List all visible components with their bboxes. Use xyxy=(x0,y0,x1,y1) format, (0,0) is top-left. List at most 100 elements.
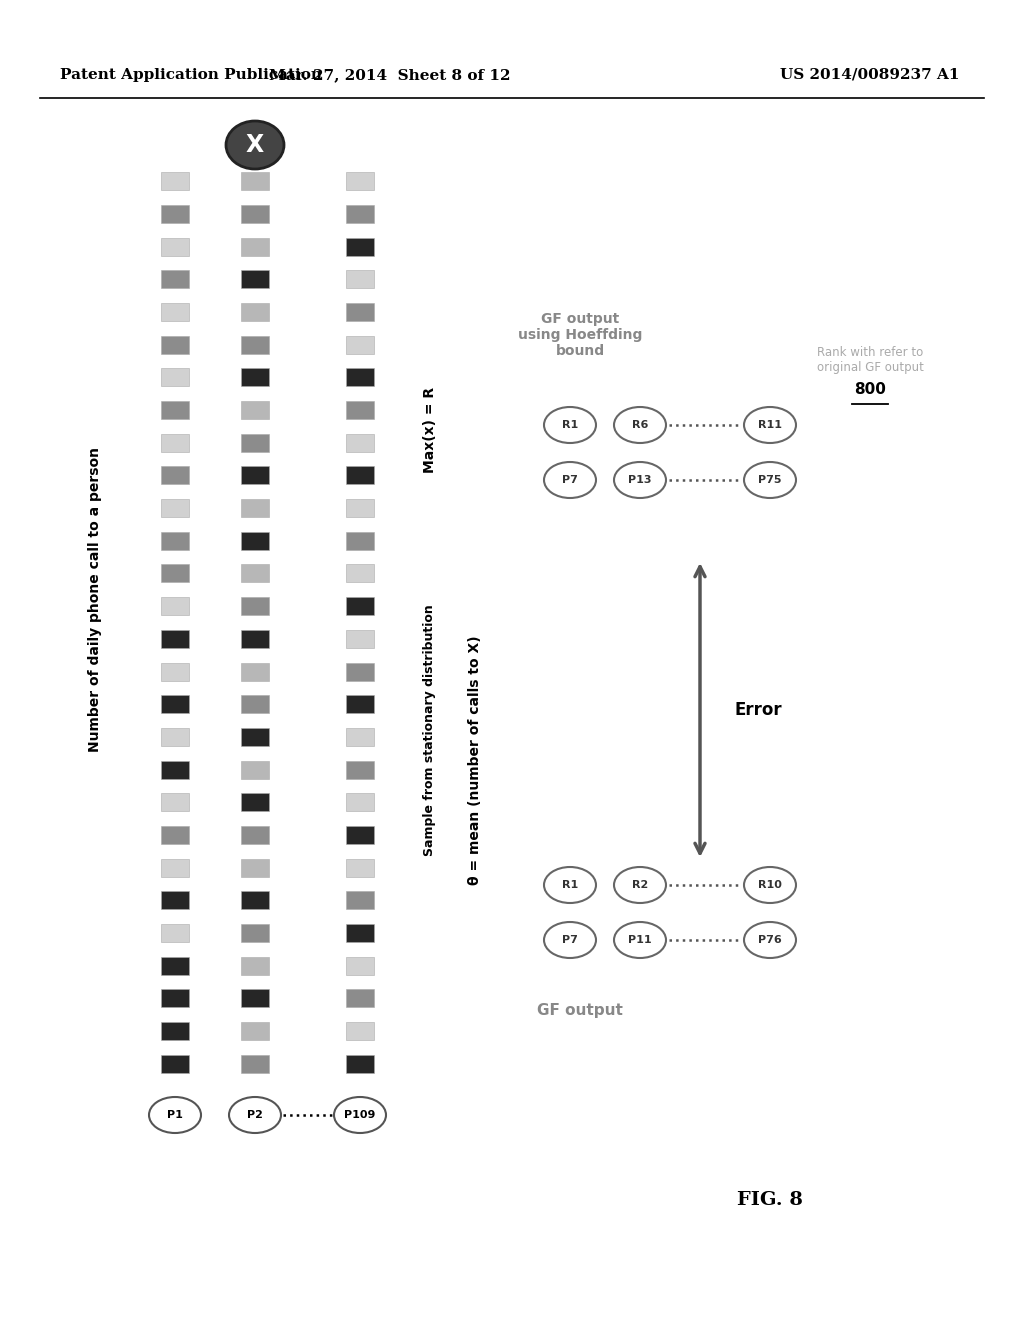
Text: P7: P7 xyxy=(562,475,578,484)
Ellipse shape xyxy=(614,462,666,498)
Bar xyxy=(241,1055,269,1073)
Bar xyxy=(241,957,269,974)
Bar xyxy=(241,499,269,517)
Bar xyxy=(161,466,189,484)
Bar xyxy=(241,401,269,418)
Bar xyxy=(346,597,374,615)
Text: X: X xyxy=(246,133,264,157)
Bar xyxy=(346,957,374,974)
Bar xyxy=(241,793,269,812)
Bar xyxy=(346,1055,374,1073)
Ellipse shape xyxy=(544,407,596,444)
Bar xyxy=(241,760,269,779)
Text: P2: P2 xyxy=(247,1110,263,1119)
Bar xyxy=(161,368,189,387)
Bar xyxy=(346,368,374,387)
Bar xyxy=(161,696,189,713)
Text: P76: P76 xyxy=(758,935,782,945)
Bar xyxy=(346,793,374,812)
Bar xyxy=(241,238,269,256)
Bar xyxy=(161,597,189,615)
Ellipse shape xyxy=(744,867,796,903)
Bar xyxy=(161,826,189,843)
Text: R11: R11 xyxy=(758,420,782,430)
Bar xyxy=(241,173,269,190)
Bar xyxy=(346,205,374,223)
Bar xyxy=(241,891,269,909)
Bar xyxy=(241,1022,269,1040)
Ellipse shape xyxy=(744,462,796,498)
Text: FIG. 8: FIG. 8 xyxy=(737,1191,803,1209)
Bar xyxy=(346,466,374,484)
Ellipse shape xyxy=(334,1097,386,1133)
Bar xyxy=(161,532,189,550)
Ellipse shape xyxy=(229,1097,281,1133)
Bar xyxy=(161,630,189,648)
Bar xyxy=(346,696,374,713)
Bar xyxy=(346,760,374,779)
Bar xyxy=(241,727,269,746)
Bar xyxy=(241,924,269,942)
Bar xyxy=(161,1055,189,1073)
Bar xyxy=(241,565,269,582)
Text: Mar. 27, 2014  Sheet 8 of 12: Mar. 27, 2014 Sheet 8 of 12 xyxy=(269,69,511,82)
Ellipse shape xyxy=(744,407,796,444)
Bar xyxy=(161,727,189,746)
Bar xyxy=(161,238,189,256)
Text: R1: R1 xyxy=(562,880,579,890)
Bar xyxy=(346,401,374,418)
Bar xyxy=(346,271,374,288)
Bar xyxy=(346,434,374,451)
Text: P7: P7 xyxy=(562,935,578,945)
Bar xyxy=(346,499,374,517)
Text: Max(x) = R: Max(x) = R xyxy=(423,387,437,473)
Bar xyxy=(346,238,374,256)
Bar xyxy=(346,891,374,909)
Bar xyxy=(241,271,269,288)
Bar xyxy=(161,858,189,876)
Bar xyxy=(161,304,189,321)
Bar xyxy=(161,565,189,582)
Bar xyxy=(161,499,189,517)
Ellipse shape xyxy=(544,921,596,958)
Bar xyxy=(241,532,269,550)
Bar xyxy=(346,304,374,321)
Bar xyxy=(241,368,269,387)
Text: 800: 800 xyxy=(854,383,886,397)
Bar xyxy=(346,858,374,876)
Text: R10: R10 xyxy=(758,880,782,890)
Text: P11: P11 xyxy=(628,935,652,945)
Ellipse shape xyxy=(744,921,796,958)
Bar xyxy=(346,630,374,648)
Bar xyxy=(161,401,189,418)
Bar xyxy=(161,924,189,942)
Ellipse shape xyxy=(544,867,596,903)
Bar xyxy=(161,989,189,1007)
Ellipse shape xyxy=(614,921,666,958)
Text: GF output
using Hoeffding
bound: GF output using Hoeffding bound xyxy=(518,312,642,358)
Text: Patent Application Publication: Patent Application Publication xyxy=(60,69,322,82)
Bar xyxy=(241,630,269,648)
Text: R2: R2 xyxy=(632,880,648,890)
Text: R6: R6 xyxy=(632,420,648,430)
Text: GF output: GF output xyxy=(537,1002,623,1018)
Bar xyxy=(346,565,374,582)
Ellipse shape xyxy=(150,1097,201,1133)
Bar xyxy=(241,335,269,354)
Bar xyxy=(161,205,189,223)
Ellipse shape xyxy=(614,867,666,903)
Bar xyxy=(241,597,269,615)
Text: Error: Error xyxy=(735,701,782,719)
Bar xyxy=(161,434,189,451)
Bar xyxy=(241,858,269,876)
Ellipse shape xyxy=(226,121,284,169)
Bar xyxy=(241,663,269,681)
Bar xyxy=(241,304,269,321)
Bar xyxy=(161,793,189,812)
Ellipse shape xyxy=(544,462,596,498)
Bar xyxy=(161,335,189,354)
Text: US 2014/0089237 A1: US 2014/0089237 A1 xyxy=(780,69,959,82)
Bar xyxy=(346,335,374,354)
Bar xyxy=(161,663,189,681)
Bar xyxy=(161,760,189,779)
